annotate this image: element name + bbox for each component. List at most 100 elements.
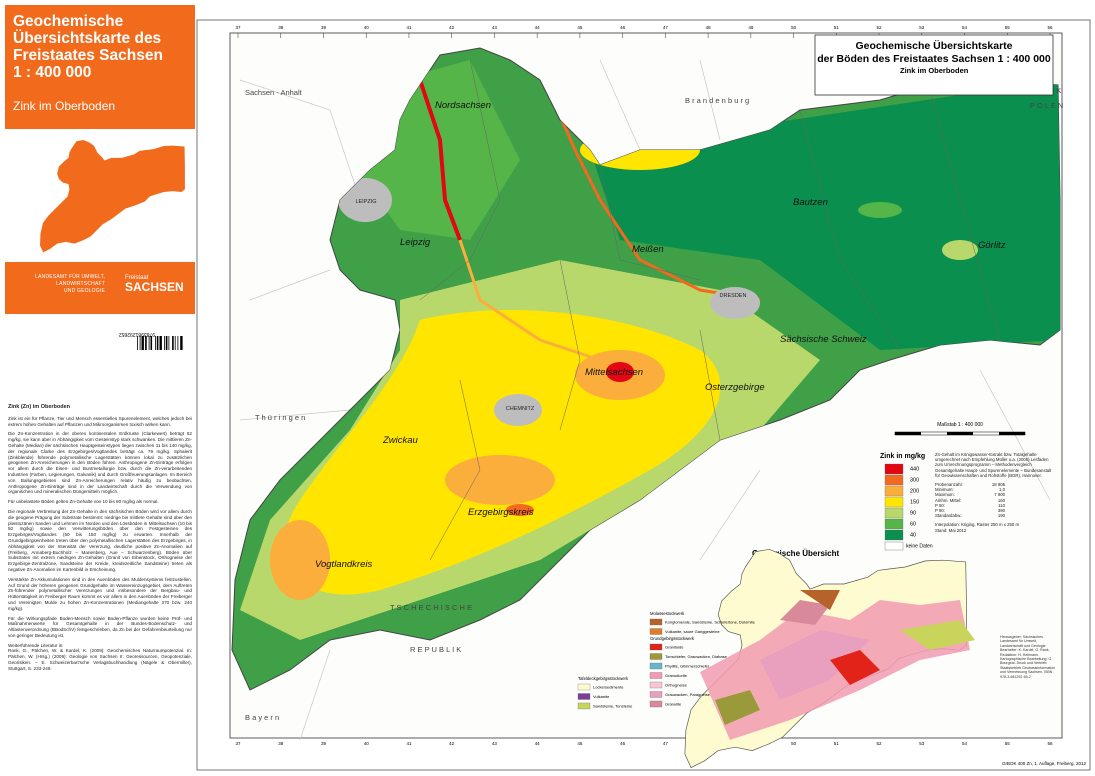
geology-label: Lockersedimente [593, 685, 624, 690]
stats-row: Standardabw.: 190 [935, 513, 1005, 518]
stats-key: Minimum: [935, 487, 954, 493]
geology-heading: Grundgebirgsstockwerk [650, 636, 695, 641]
legend-title: Zink in mg/kg [880, 453, 925, 460]
barcode [137, 336, 183, 350]
geology-label: Granodiorite [665, 673, 688, 678]
geology-swatch [577, 702, 591, 710]
stats-row: Minimum: 1,0 [935, 487, 1005, 492]
stats-key: Maximum: [935, 492, 955, 498]
geology-label: Phyllite, Glimmerschiefer [665, 664, 710, 669]
sidebar-title-text: Geochemische Übersichtskarte des Freista… [13, 13, 163, 64]
geology-inset [684, 548, 975, 768]
agency-line: LANDESAMT FÜR UMWELT, [35, 274, 105, 280]
region-label: Vogtlandkreis [315, 559, 372, 570]
logo-band: LANDESAMT FÜR UMWELT, LANDWIRTSCHAFT UND… [5, 262, 195, 314]
district-borders [419, 59, 1001, 561]
grid-label: 41 [406, 25, 412, 30]
geology-heading: Tafeldeckgebirgsstockwerk [578, 676, 629, 681]
neighbour-label: B a y e r n [245, 713, 279, 722]
stats-value: 390 [997, 508, 1005, 514]
grid-label: 46 [620, 741, 626, 746]
bar-stripe [156, 336, 159, 350]
grid-label: 39 [321, 741, 327, 746]
sidebar-scale: 1 : 400 000 [13, 64, 92, 81]
grid-label: 42 [449, 25, 455, 30]
bar-stripe [139, 336, 141, 350]
grid-label: 47 [663, 741, 669, 746]
stats-row: Arithm. Mittel: 160 [935, 498, 1005, 503]
grid-label: 38 [278, 25, 284, 30]
grid-label: 37 [235, 25, 241, 30]
bar-stripe [159, 336, 162, 350]
region-label: Osterzgebirge [705, 382, 765, 393]
region-label: Görlitz [978, 240, 1006, 251]
explanation-heading: Zink (Zn) im Oberboden [8, 404, 71, 410]
geology-swatch [649, 628, 663, 635]
map-title: Geochemische Übersichtskarte [856, 39, 1013, 52]
geology-label: Vulkanite, saure Ganggesteine [665, 629, 720, 634]
map-subtitle: Zink im Oberboden [900, 66, 969, 75]
grid-label: 52 [877, 741, 883, 746]
bar-stripe [172, 336, 174, 350]
geology-legend: Tafeldeckgebirgsstockwerk Lockersedimente… [577, 611, 756, 710]
graticule: 37 37 38 38 39 39 40 40 41 41 42 42 43 43 44 44 45 45 46 46… [235, 25, 1053, 746]
footer: GrBOK 400 Zn, 1. Auflage, Freiberg, 2012 [1002, 761, 1087, 766]
grid-label: 54 [962, 25, 968, 30]
geology-swatch [649, 691, 663, 698]
paragraph: Zink ist ein für Pflanze, Tier und Mensc… [8, 415, 192, 427]
grid-label: 56 [1047, 741, 1053, 746]
literature-heading: Weiterführende Literatur in: [8, 642, 64, 648]
geology-label: Vulkanite [593, 694, 610, 699]
region-label: Mittelsachsen [585, 367, 643, 378]
geology-swatch [649, 662, 663, 670]
stats-key: P 90: [935, 508, 945, 514]
stats-row: Maximum: 7 900 [935, 492, 1005, 497]
no-data-label: keine Daten [906, 543, 933, 549]
agency-line: UND GEOLOGIE [63, 288, 105, 294]
city-label: CHEMNITZ [506, 406, 535, 412]
legend-value: 150 [910, 499, 919, 505]
bar-stripe [174, 336, 176, 350]
grid-label: 40 [364, 25, 370, 30]
barcode-number: 9783981292652 [119, 331, 155, 337]
sidebar-title: Geochemische Übersichtskarte des Freista… [5, 5, 195, 129]
stats-key: Arithm. Mittel: [935, 497, 962, 503]
grid-label: 38 [278, 741, 284, 746]
bar-stripe [150, 336, 153, 350]
region-label: Leipzig [400, 237, 431, 248]
stats-value: 1,0 [999, 487, 1005, 493]
grid-label: 55 [1005, 25, 1011, 30]
grid-label: 41 [406, 741, 412, 746]
region-label: Zwickau [382, 435, 419, 446]
grid-label: 53 [919, 25, 925, 30]
legend-value: 300 [910, 477, 919, 483]
grid-label: 45 [577, 25, 583, 30]
legend-swatch [884, 518, 904, 530]
grid-label: 51 [834, 741, 840, 746]
geology-label: Sandsteine, Tonsteine [593, 704, 633, 709]
grid-label: 55 [1005, 741, 1011, 746]
grid-label: 49 [748, 25, 754, 30]
geology-swatch [577, 683, 591, 691]
region-label: Erzgebirgskreis [468, 507, 534, 518]
stats-value: 18 805 [991, 482, 1005, 488]
legend-value: 60 [910, 521, 916, 527]
title-box [814, 34, 1054, 96]
geology-label: Granitoide [665, 645, 684, 650]
paragraph: Verstärkte Zn-Akkumulationen sind in den… [8, 576, 192, 611]
geology-swatch [649, 681, 663, 689]
city-label: DRESDEN [720, 293, 747, 299]
grid-label: 42 [449, 741, 455, 746]
grid-label: 48 [706, 25, 712, 30]
region-label: Sächsische Schweiz [780, 334, 867, 345]
paragraph: Die regionale Verbreitung der Zn-Gehalte… [8, 508, 192, 572]
stats-value: 7 900 [994, 492, 1005, 498]
grid-label: 47 [663, 25, 669, 30]
bar-stripe [164, 336, 165, 350]
stats-key: Probenanzahl: [935, 482, 963, 488]
region-label: Bautzen [793, 197, 828, 208]
grid-label: 50 [791, 25, 797, 30]
grid-label: 46 [620, 25, 626, 30]
